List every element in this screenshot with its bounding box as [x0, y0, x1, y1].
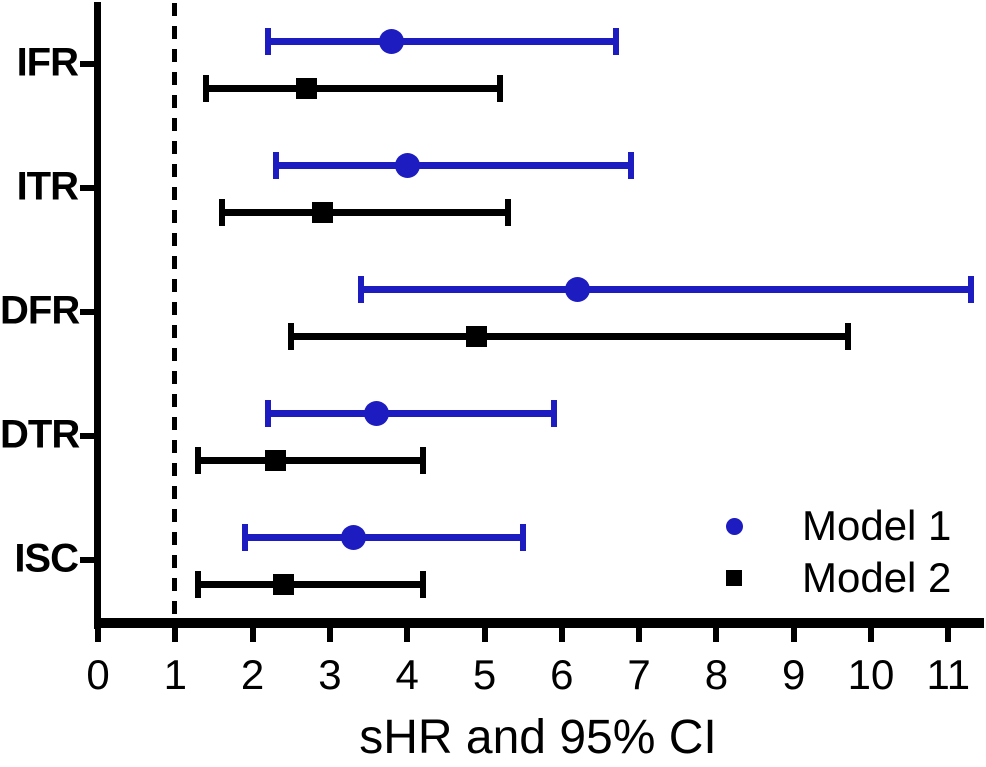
model-1-point-ITR [394, 152, 420, 178]
x-tick-label: 5 [472, 651, 497, 698]
x-tick [326, 624, 333, 642]
ci-cap-left [265, 27, 272, 55]
category-tick [80, 557, 98, 563]
model-1-ci-line-IFR [268, 37, 616, 45]
ci-cap-left [241, 523, 248, 551]
legend-label-model-2: Model 2 [802, 554, 952, 601]
ci-cap-right [968, 275, 975, 303]
x-tick-label: 7 [627, 651, 651, 698]
legend-label-model-1: Model 1 [802, 502, 952, 549]
x-tick-label: 4 [395, 651, 419, 698]
legend: Model 1 Model 2 [710, 500, 951, 604]
x-axis-line [94, 618, 984, 628]
x-tick-label: 8 [704, 651, 729, 698]
category-label: DTR [0, 412, 80, 457]
ci-cap-left [272, 151, 279, 179]
ci-cap-left [288, 322, 295, 350]
model-2-ci-line-ISC [198, 580, 423, 588]
model-1-ci-line-ITR [275, 161, 632, 169]
x-tick [481, 624, 488, 642]
x-tick-label: 3 [318, 651, 342, 698]
category-tick [80, 309, 98, 315]
x-tick [713, 624, 720, 642]
model-2-ci-line-DTR [198, 456, 423, 464]
y-axis-line [94, 2, 101, 629]
x-tick-label: 11 [926, 651, 971, 698]
x-tick [790, 624, 797, 642]
x-tick [558, 624, 565, 642]
legend-item-model-2: Model 2 [710, 552, 951, 604]
model1-circle-icon [725, 517, 743, 535]
model2-square-icon [726, 570, 742, 586]
model-2-point-DFR [466, 325, 488, 347]
model-2-ci-line-ITR [221, 208, 508, 216]
legend-marker-box [710, 517, 758, 535]
ci-cap-right [628, 151, 635, 179]
x-tick-label: 0 [86, 651, 110, 698]
ci-cap-right [496, 74, 503, 102]
model-2-point-IFR [296, 77, 318, 99]
model-1-ci-line-ISC [244, 533, 524, 541]
model-2-ci-line-DFR [291, 332, 848, 340]
model-1-point-DFR [564, 276, 590, 302]
model-2-point-ITR [311, 201, 333, 223]
legend-item-model-1: Model 1 [710, 500, 951, 552]
ci-cap-left [195, 446, 202, 474]
ci-cap-left [357, 275, 364, 303]
ci-cap-left [203, 74, 210, 102]
category-label: ITR [16, 164, 79, 209]
x-tick-label: 10 [847, 651, 895, 698]
ci-cap-left [218, 198, 225, 226]
model-2-point-DTR [265, 449, 287, 471]
x-tick [404, 624, 411, 642]
legend-marker-box [710, 570, 758, 586]
category-label: IFR [16, 40, 79, 85]
x-tick-label: 1 [163, 651, 187, 698]
x-tick [95, 624, 101, 642]
model-2-ci-line-IFR [206, 84, 500, 92]
x-tick [945, 624, 952, 642]
model-1-point-ISC [340, 524, 366, 550]
model-1-point-IFR [379, 28, 405, 54]
model-1-point-DTR [363, 400, 389, 426]
x-tick-label: 9 [782, 651, 806, 698]
x-axis-title: sHR and 95% CI [359, 711, 717, 764]
category-tick [80, 185, 98, 191]
x-tick [249, 624, 256, 642]
reference-line-x1 [172, 3, 177, 619]
x-tick-label: 2 [240, 651, 265, 698]
ci-cap-left [195, 570, 202, 598]
category-label: ISC [14, 536, 79, 581]
ci-cap-right [504, 198, 511, 226]
category-tick [80, 61, 98, 67]
x-tick [636, 624, 643, 642]
model-1-ci-line-DFR [360, 285, 972, 293]
model-2-point-ISC [273, 573, 295, 595]
category-tick [80, 433, 98, 439]
ci-cap-left [265, 399, 272, 427]
x-tick [172, 624, 179, 642]
x-tick [868, 624, 874, 642]
ci-cap-right [419, 446, 426, 474]
category-label: DFR [0, 288, 80, 333]
x-tick-label: 6 [550, 651, 574, 698]
ci-cap-right [520, 523, 527, 551]
ci-cap-right [419, 570, 426, 598]
model-1-ci-line-DTR [268, 409, 555, 417]
ci-cap-right [551, 399, 558, 427]
ci-cap-right [612, 27, 619, 55]
ci-cap-right [844, 322, 851, 350]
